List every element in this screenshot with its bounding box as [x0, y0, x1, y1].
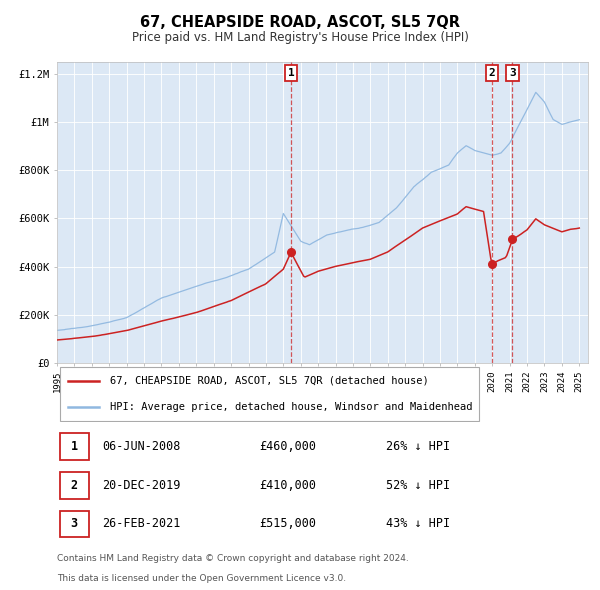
Text: This data is licensed under the Open Government Licence v3.0.: This data is licensed under the Open Gov…: [57, 573, 346, 583]
Text: 67, CHEAPSIDE ROAD, ASCOT, SL5 7QR: 67, CHEAPSIDE ROAD, ASCOT, SL5 7QR: [140, 15, 460, 30]
Text: 26-FEB-2021: 26-FEB-2021: [102, 517, 181, 530]
Text: 52% ↓ HPI: 52% ↓ HPI: [386, 478, 451, 492]
Text: 43% ↓ HPI: 43% ↓ HPI: [386, 517, 451, 530]
Text: 20-DEC-2019: 20-DEC-2019: [102, 478, 181, 492]
Text: 2: 2: [488, 68, 495, 78]
Text: 1: 1: [71, 440, 78, 453]
FancyBboxPatch shape: [59, 472, 89, 499]
Text: HPI: Average price, detached house, Windsor and Maidenhead: HPI: Average price, detached house, Wind…: [110, 402, 473, 412]
Text: 26% ↓ HPI: 26% ↓ HPI: [386, 440, 451, 453]
Text: Price paid vs. HM Land Registry's House Price Index (HPI): Price paid vs. HM Land Registry's House …: [131, 31, 469, 44]
Text: Contains HM Land Registry data © Crown copyright and database right 2024.: Contains HM Land Registry data © Crown c…: [57, 555, 409, 563]
Text: £515,000: £515,000: [259, 517, 316, 530]
Text: 67, CHEAPSIDE ROAD, ASCOT, SL5 7QR (detached house): 67, CHEAPSIDE ROAD, ASCOT, SL5 7QR (deta…: [110, 376, 429, 386]
Text: £410,000: £410,000: [259, 478, 316, 492]
Text: 1: 1: [287, 68, 295, 78]
FancyBboxPatch shape: [59, 367, 479, 421]
Text: 3: 3: [509, 68, 516, 78]
Text: 06-JUN-2008: 06-JUN-2008: [102, 440, 181, 453]
Text: £460,000: £460,000: [259, 440, 316, 453]
FancyBboxPatch shape: [59, 511, 89, 537]
FancyBboxPatch shape: [59, 433, 89, 460]
Text: 3: 3: [71, 517, 78, 530]
Text: 2: 2: [71, 478, 78, 492]
